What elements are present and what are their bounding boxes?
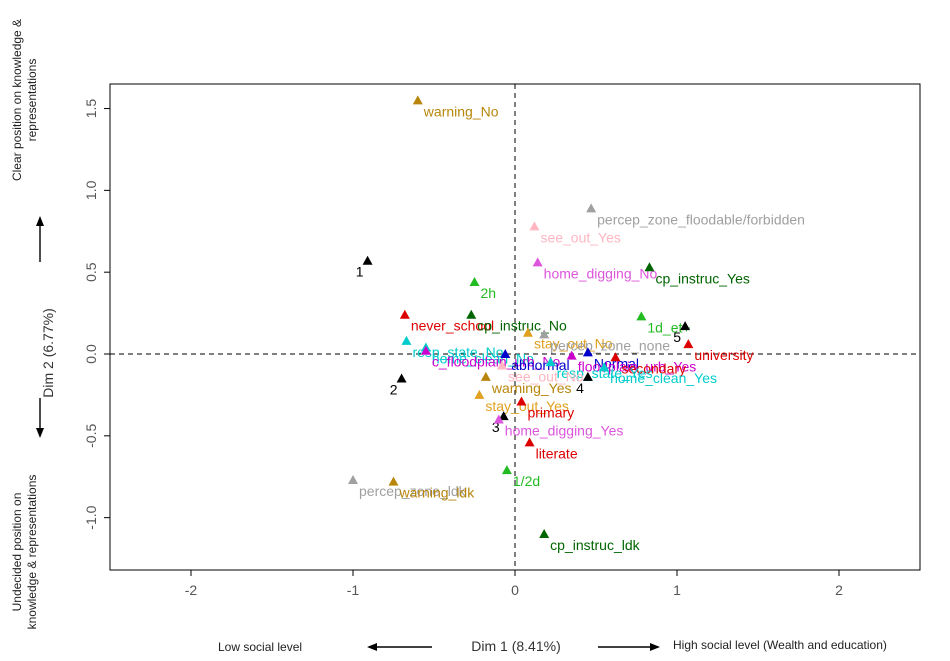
point-label: primary bbox=[527, 404, 574, 420]
point-marker bbox=[493, 414, 504, 424]
point-marker bbox=[396, 373, 407, 383]
x-tick-label: -2 bbox=[185, 582, 198, 598]
point-label: warning_No bbox=[423, 103, 499, 119]
point-label: 1d_et+ bbox=[647, 319, 690, 335]
y-top-annotation-line1: Clear position on knowledge & bbox=[10, 19, 24, 181]
point-label: percep_zone_ldk bbox=[359, 483, 467, 499]
point-marker bbox=[388, 476, 399, 486]
x-tick-label: 2 bbox=[835, 582, 843, 598]
point-marker bbox=[362, 255, 373, 265]
y-tick-label: 1.0 bbox=[83, 180, 99, 200]
point-marker bbox=[500, 349, 511, 358]
y-tick-label: 0.5 bbox=[83, 262, 99, 282]
point-marker bbox=[586, 203, 597, 213]
point-marker bbox=[348, 475, 358, 484]
point-marker bbox=[469, 277, 480, 286]
point-label: stay_out_No bbox=[534, 336, 613, 352]
y-axis-label: Dim 2 (6.77%) bbox=[40, 308, 56, 397]
y-tick-label: 1.5 bbox=[83, 99, 99, 119]
point-marker bbox=[529, 221, 540, 231]
point-label: warning_ldk bbox=[399, 485, 476, 501]
point-label: stay_out_Yes bbox=[485, 398, 569, 414]
x-right-annotation: High social level (Wealth and education) bbox=[673, 638, 887, 652]
point-label: resp_state_Yes bbox=[557, 365, 653, 381]
point-marker bbox=[582, 347, 593, 357]
x-tick-label: 0 bbox=[511, 582, 519, 598]
point-label: 1 bbox=[356, 264, 364, 280]
x-tick-label: 1 bbox=[673, 582, 681, 598]
point-marker bbox=[532, 257, 543, 267]
x-axis-label: Dim 1 (8.41%) bbox=[471, 638, 560, 654]
point-label: home_digging_Yes bbox=[505, 422, 624, 438]
point-label: university bbox=[694, 347, 753, 363]
point-label: 2h bbox=[481, 285, 497, 301]
point-marker bbox=[516, 396, 527, 406]
point-label: 5 bbox=[673, 329, 681, 345]
point-label: 4 bbox=[576, 380, 584, 396]
point-marker bbox=[420, 345, 431, 355]
point-label: home_clean_No bbox=[432, 350, 534, 366]
point-label: c_floodplain_urb_No bbox=[432, 354, 561, 370]
plot-frame bbox=[109, 83, 921, 571]
point-label: resp_state_No bbox=[412, 344, 503, 360]
point-marker bbox=[599, 362, 610, 372]
point-label: percep_zone_floodable/forbidden bbox=[597, 211, 805, 227]
point-label: 3 bbox=[492, 419, 500, 435]
y-top-annotation-line2: representations bbox=[25, 59, 39, 142]
point-label: never_school bbox=[411, 318, 494, 334]
point-marker bbox=[501, 465, 512, 475]
x-left-annotation: Low social level bbox=[218, 640, 302, 654]
point-label: see_out_Yes bbox=[540, 229, 620, 245]
point-label: secondary bbox=[621, 360, 686, 376]
point-marker bbox=[680, 321, 691, 331]
point-marker bbox=[539, 329, 550, 339]
point-marker bbox=[582, 371, 593, 381]
y-up-arrow bbox=[36, 216, 44, 262]
point-marker bbox=[566, 350, 577, 360]
point-marker bbox=[466, 309, 477, 319]
point-label: percep_zone_none bbox=[550, 337, 670, 353]
point-label: home_digging_No bbox=[544, 265, 658, 281]
point-marker bbox=[498, 411, 509, 421]
y-tick-label: -1.0 bbox=[83, 505, 99, 529]
point-marker bbox=[683, 339, 694, 349]
y-tick-label: 0.0 bbox=[83, 344, 99, 364]
point-marker bbox=[474, 389, 485, 399]
point-marker bbox=[497, 360, 508, 370]
point-label: cp_instruc_Yes bbox=[655, 270, 749, 286]
y-bottom-annotation-line1: Undecided position on bbox=[10, 493, 24, 612]
point-marker bbox=[610, 352, 621, 362]
point-label: see_out_No bbox=[508, 368, 584, 384]
point-label: 1/2d bbox=[513, 473, 540, 489]
x-left-arrow bbox=[367, 643, 432, 651]
point-marker bbox=[644, 262, 655, 272]
y-bottom-annotation-line2: knowledge & representations bbox=[25, 475, 39, 630]
x-right-arrow bbox=[598, 643, 660, 651]
point-marker bbox=[401, 335, 412, 345]
point-label: 2 bbox=[390, 382, 398, 398]
point-label: home_clean_Yes bbox=[610, 370, 717, 386]
y-down-arrow bbox=[36, 398, 44, 438]
point-label: cp_instruc_No bbox=[477, 318, 567, 334]
point-marker bbox=[399, 309, 410, 319]
point-label: warning_Yes bbox=[491, 380, 572, 396]
point-marker bbox=[545, 357, 556, 367]
point-marker bbox=[539, 529, 550, 538]
y-tick-label: -0.5 bbox=[83, 424, 99, 448]
point-marker bbox=[480, 371, 491, 381]
point-marker bbox=[636, 311, 647, 321]
point-label: literate bbox=[536, 445, 578, 461]
point-label: cp_instruc_ldk bbox=[550, 537, 640, 553]
point-marker bbox=[522, 327, 533, 337]
point-marker bbox=[524, 437, 535, 447]
x-tick-label: -1 bbox=[347, 582, 360, 598]
point-marker bbox=[412, 95, 423, 105]
point-label: abnormal bbox=[511, 357, 569, 373]
